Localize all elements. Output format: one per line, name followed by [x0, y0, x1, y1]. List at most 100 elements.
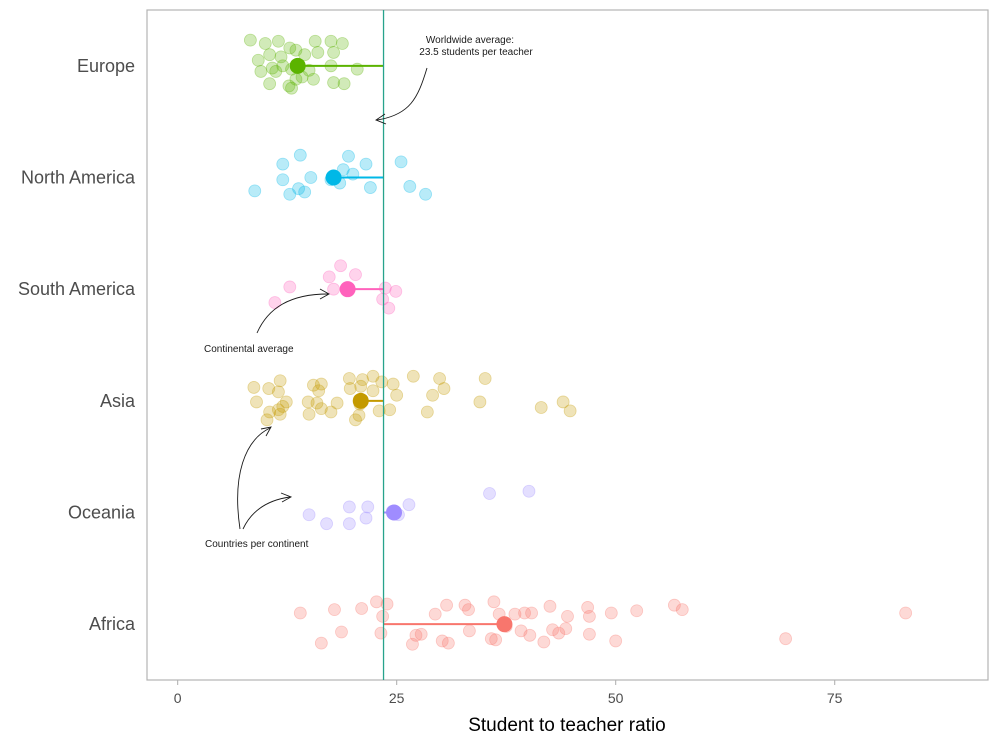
country-point-europe [307, 72, 320, 86]
country-point-oceania [361, 500, 375, 514]
country-point-africa [462, 603, 475, 617]
category-label-asia: Asia [100, 391, 136, 411]
country-point-africa [581, 601, 595, 614]
country-point-asia [473, 395, 487, 409]
country-point-asia [375, 375, 389, 389]
country-point-africa [583, 627, 596, 641]
country-point-oceania [359, 511, 373, 525]
plot-panel-border [146, 9, 989, 681]
annotation-continental-text: Continental average [204, 344, 294, 355]
x-axis-title: Student to teacher ratio [468, 715, 666, 736]
country-point-asia [330, 396, 344, 410]
annotation-countries-text: Countries per continent [205, 539, 309, 550]
country-point-asia [310, 396, 324, 410]
country-point-asia [302, 407, 316, 421]
country-point-asia [301, 395, 315, 409]
country-point-asia [556, 395, 570, 409]
country-point-asia [390, 388, 404, 402]
country-point-oceania [402, 498, 416, 512]
annotation-worldwide-arrow [376, 67, 428, 121]
country-point-africa [414, 627, 428, 641]
country-point-south-america [334, 259, 348, 273]
country-point-asia [406, 369, 420, 383]
country-point-africa [355, 602, 369, 615]
country-point-north-america [292, 182, 305, 196]
country-point-europe [254, 65, 268, 78]
country-point-africa [335, 625, 348, 639]
continental-mean-point-europe [289, 57, 306, 74]
country-point-asia [250, 395, 263, 409]
country-point-africa [546, 623, 560, 637]
country-point-africa [609, 634, 623, 648]
country-point-asia [352, 408, 366, 422]
points-layer [243, 33, 913, 651]
country-point-africa [525, 606, 538, 620]
country-point-europe [251, 53, 265, 67]
country-point-africa [675, 603, 689, 617]
annotation-countries: Countries per continent [205, 426, 309, 550]
country-point-europe [327, 46, 340, 59]
country-point-europe [263, 77, 277, 91]
country-point-asia [437, 382, 451, 395]
country-point-asia [478, 372, 492, 385]
country-point-africa [899, 606, 913, 620]
country-point-europe [311, 46, 325, 59]
country-point-africa [428, 607, 442, 621]
country-point-north-america [276, 173, 290, 187]
country-point-africa [293, 606, 307, 620]
country-point-south-america [349, 268, 362, 282]
country-point-europe [282, 79, 296, 93]
country-point-africa [441, 636, 455, 650]
annotation-countries-arrow-oceania [242, 496, 291, 530]
annotation-countries-arrow-asia [237, 427, 271, 530]
country-point-europe [269, 65, 283, 78]
country-point-south-america [382, 301, 396, 315]
country-point-africa [314, 636, 328, 650]
country-point-africa [409, 628, 423, 642]
country-point-north-america [359, 157, 373, 171]
country-point-africa [523, 628, 537, 642]
country-point-europe [298, 48, 312, 62]
country-point-south-america [283, 280, 297, 294]
annotation-continental: Continental average [204, 288, 330, 355]
country-point-asia [349, 413, 362, 427]
country-point-europe [276, 59, 290, 73]
country-point-africa [508, 607, 522, 621]
country-point-oceania [483, 487, 496, 500]
country-point-asia [343, 382, 357, 395]
annotation-worldwide-line-2: 23.5 students per teacher [419, 47, 533, 58]
country-point-south-america [327, 282, 340, 296]
country-point-asia [314, 377, 328, 391]
country-point-europe [272, 34, 285, 48]
country-point-north-america [419, 187, 432, 201]
means-layer [289, 57, 513, 633]
country-point-asia [262, 382, 276, 395]
country-point-oceania [342, 517, 356, 531]
country-point-asia [342, 372, 356, 385]
country-point-asia [356, 373, 369, 387]
annotation-countries-arrowhead-oceania [280, 492, 293, 503]
annotation-worldwide: Worldwide average: 23.5 students per tea… [375, 35, 533, 125]
country-point-south-america [378, 281, 392, 295]
country-point-europe [289, 43, 303, 57]
country-point-africa [487, 595, 501, 609]
country-point-europe [263, 48, 277, 62]
country-point-asia [260, 413, 274, 427]
country-point-africa [440, 598, 454, 612]
country-point-oceania [522, 484, 536, 498]
country-point-south-america [376, 292, 390, 306]
country-point-north-america [394, 155, 408, 169]
country-point-africa [376, 609, 390, 623]
annotation-continental-arrow [256, 293, 329, 334]
annotation-continental-arrowhead [319, 288, 330, 300]
country-point-europe [308, 34, 322, 48]
x-tick-label: 50 [608, 690, 624, 706]
country-point-africa [489, 633, 503, 647]
x-tick-label: 0 [174, 690, 182, 706]
country-point-africa [458, 598, 472, 612]
country-point-africa [328, 603, 341, 617]
country-point-africa [583, 609, 596, 623]
country-point-africa [630, 604, 644, 618]
country-point-asia [276, 400, 290, 413]
